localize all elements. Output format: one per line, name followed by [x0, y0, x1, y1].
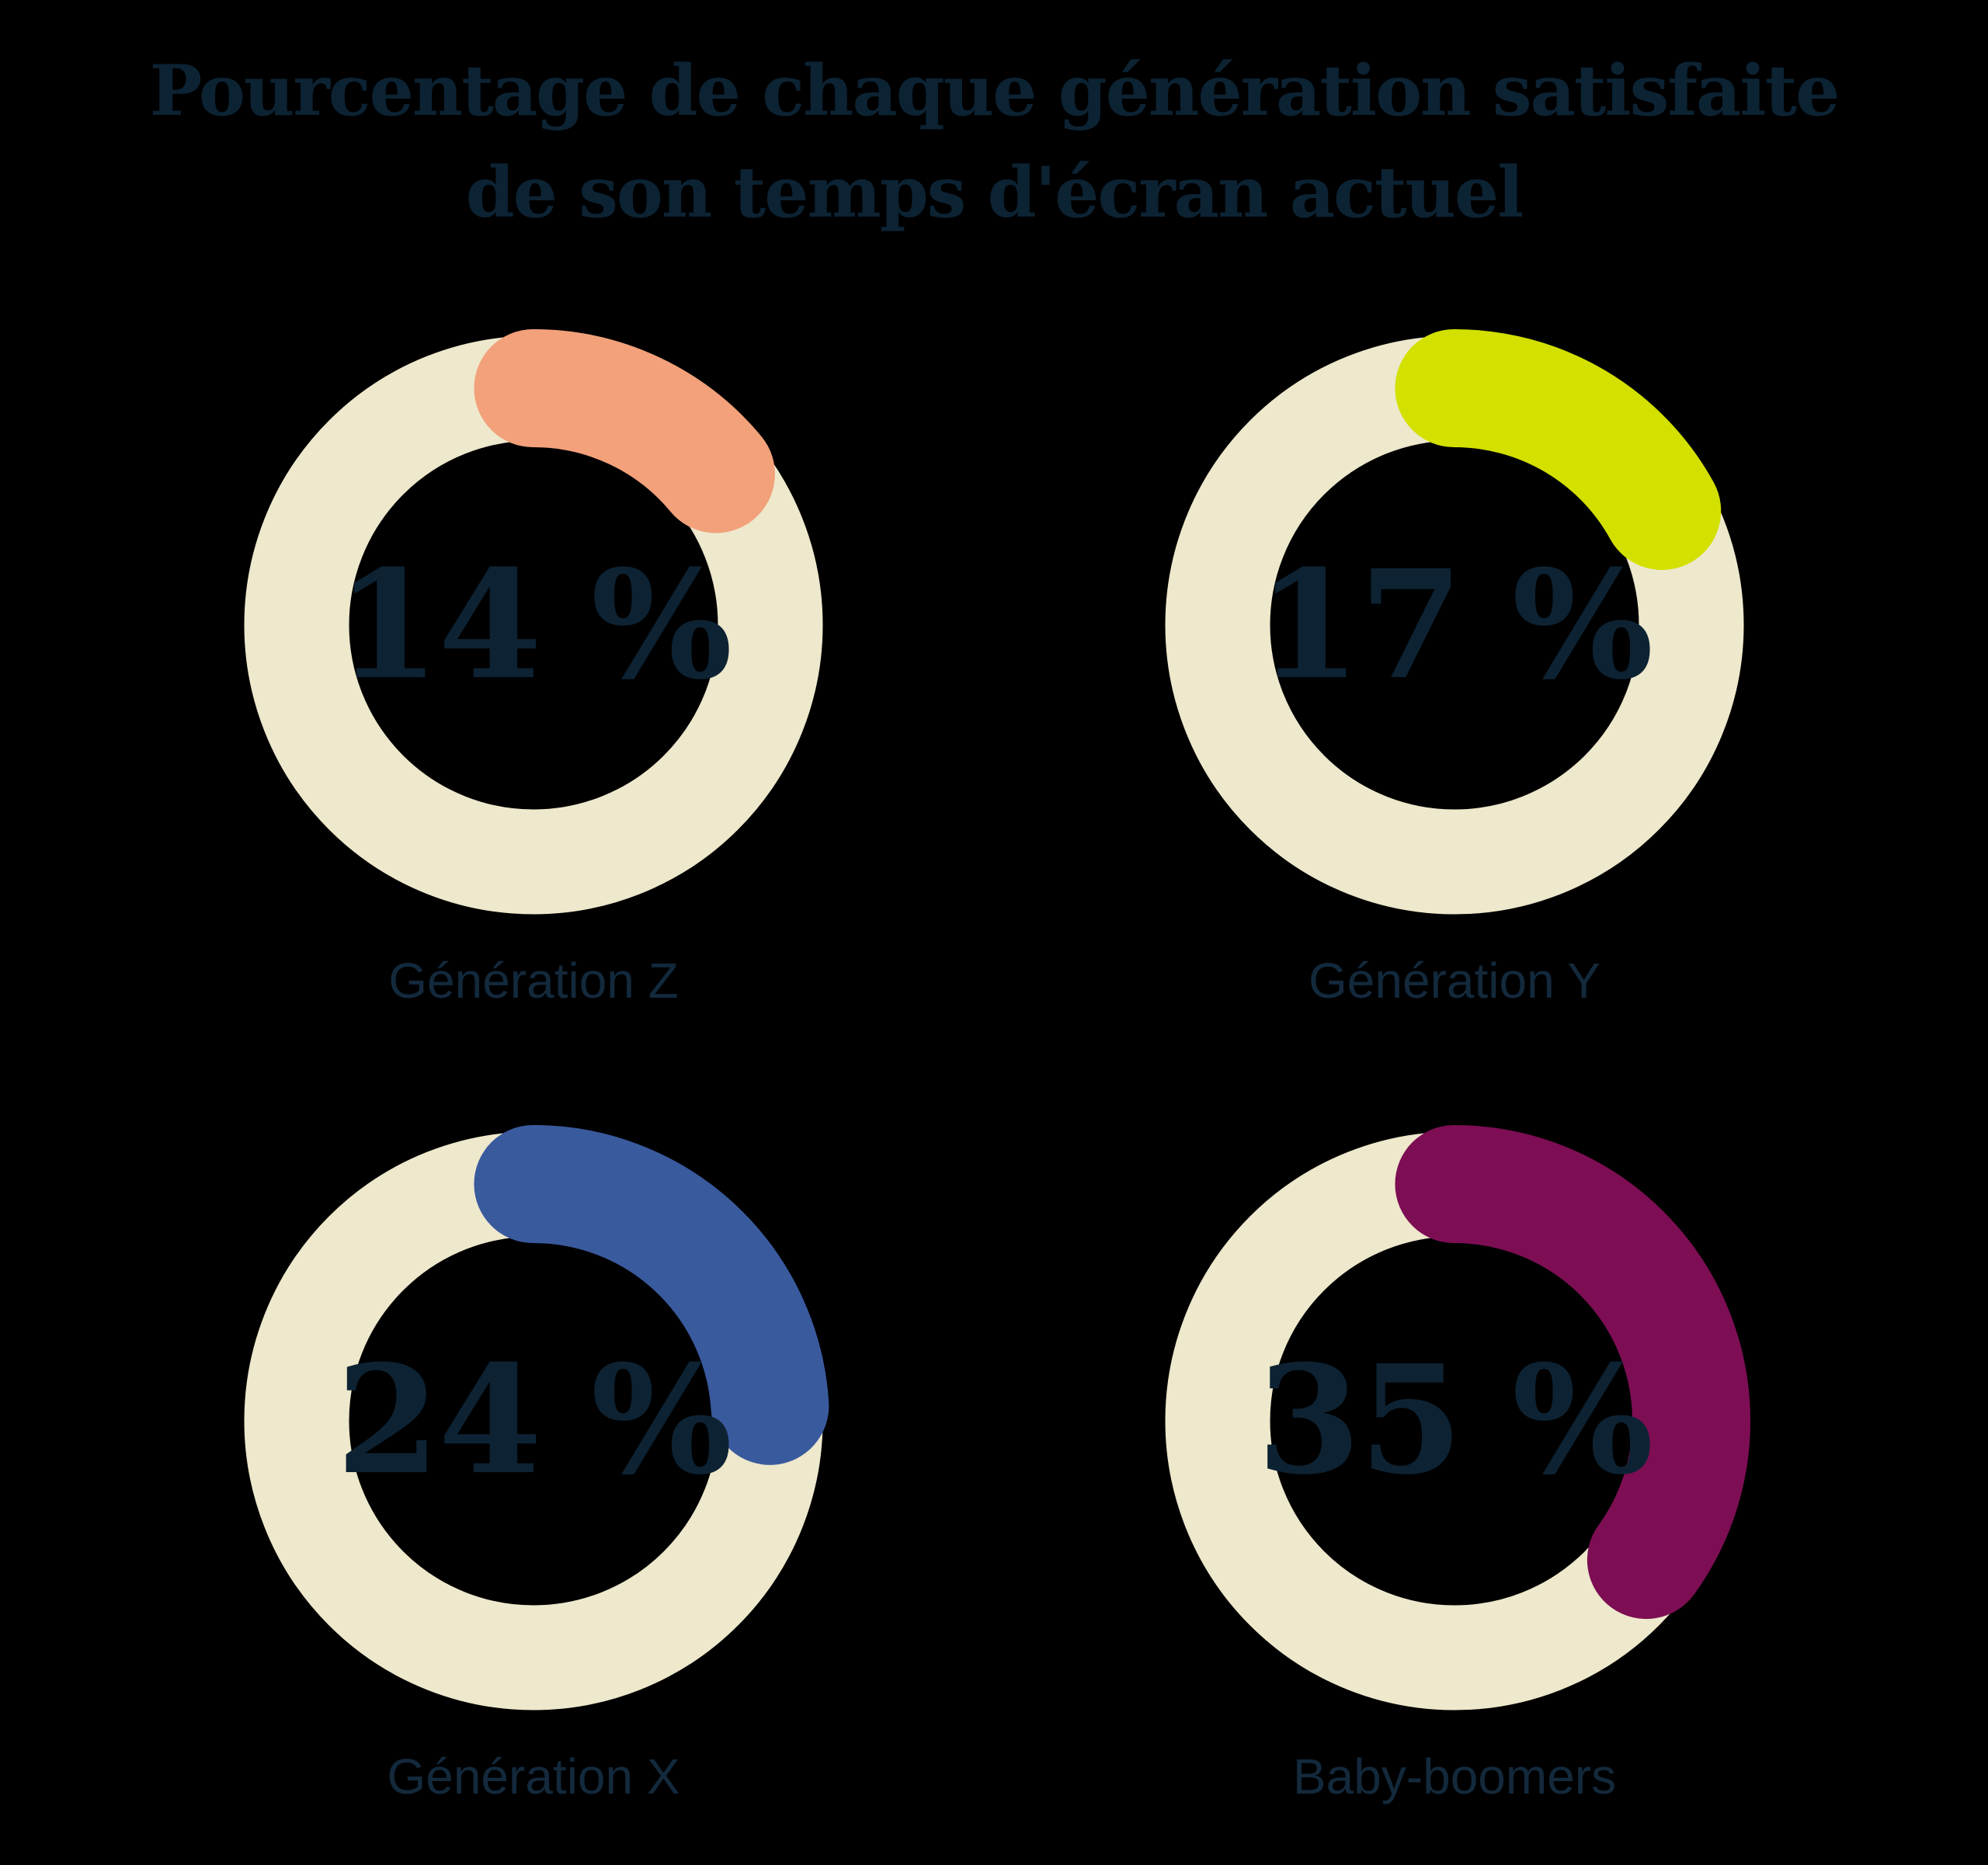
donut-chart-generation-z: 14 % — [223, 314, 844, 936]
donut-grid: 14 % Génération Z 17 % Génération Y 24 % — [0, 314, 1988, 1807]
donut-svg — [1159, 1124, 1750, 1717]
donut-label-baby-boomers: Baby-boomers — [1292, 1748, 1617, 1804]
donut-value-arc — [1159, 329, 1750, 921]
donut-cell-generation-z: 14 % Génération Z — [223, 314, 844, 1011]
donut-label-generation-z: Génération Z — [388, 953, 679, 1009]
donut-value-arc — [238, 329, 829, 921]
donut-svg — [238, 1124, 829, 1717]
donut-chart-generation-x: 24 % — [223, 1110, 844, 1731]
donut-value-arc — [238, 1124, 829, 1717]
donut-chart-generation-y: 17 % — [1144, 314, 1765, 936]
donut-chart-baby-boomers: 35 % — [1144, 1110, 1765, 1731]
chart-title-line-1: Pourcentage de chaque génération satisfa… — [149, 50, 1840, 132]
donut-value-text: 14 % — [335, 537, 732, 713]
donut-cell-generation-x: 24 % Génération X — [223, 1110, 844, 1807]
donut-value-arc — [1159, 1124, 1750, 1717]
donut-svg — [1159, 329, 1750, 921]
donut-cell-generation-y: 17 % Génération Y — [1144, 314, 1765, 1011]
donut-label-generation-y: Génération Y — [1309, 953, 1600, 1009]
donut-label-generation-x: Génération X — [387, 1748, 680, 1804]
chart-title: Pourcentage de chaque génération satisfa… — [0, 0, 1988, 243]
donut-value-text: 35 % — [1256, 1333, 1653, 1509]
donut-value-text: 17 % — [1256, 537, 1653, 713]
donut-svg — [238, 329, 829, 921]
chart-title-line-2: de son temps d'écran actuel — [465, 151, 1524, 234]
donut-value-text: 24 % — [335, 1333, 732, 1509]
donut-cell-baby-boomers: 35 % Baby-boomers — [1144, 1110, 1765, 1807]
